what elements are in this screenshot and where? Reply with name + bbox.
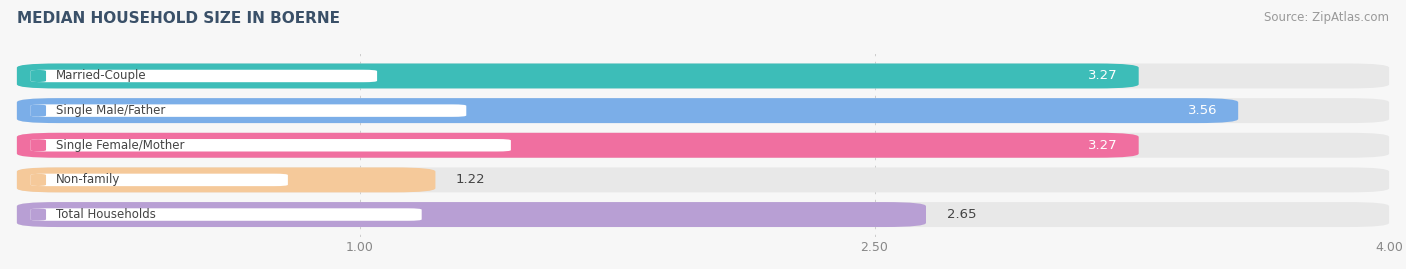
FancyBboxPatch shape [17,63,1139,89]
Text: 3.56: 3.56 [1188,104,1218,117]
FancyBboxPatch shape [17,202,1389,227]
FancyBboxPatch shape [31,174,288,186]
Text: Source: ZipAtlas.com: Source: ZipAtlas.com [1264,11,1389,24]
Text: Married-Couple: Married-Couple [56,69,148,83]
Text: 3.27: 3.27 [1088,69,1118,83]
FancyBboxPatch shape [17,98,1389,123]
Text: Non-family: Non-family [56,174,121,186]
FancyBboxPatch shape [31,174,46,186]
FancyBboxPatch shape [17,167,1389,192]
FancyBboxPatch shape [31,139,46,151]
FancyBboxPatch shape [17,167,436,192]
FancyBboxPatch shape [31,70,377,82]
FancyBboxPatch shape [31,208,46,221]
FancyBboxPatch shape [31,208,422,221]
FancyBboxPatch shape [17,63,1389,89]
FancyBboxPatch shape [17,133,1139,158]
FancyBboxPatch shape [17,202,927,227]
Text: MEDIAN HOUSEHOLD SIZE IN BOERNE: MEDIAN HOUSEHOLD SIZE IN BOERNE [17,11,340,26]
Text: 2.65: 2.65 [946,208,976,221]
FancyBboxPatch shape [17,133,1389,158]
FancyBboxPatch shape [31,104,467,117]
Text: Single Female/Mother: Single Female/Mother [56,139,184,152]
Text: Total Households: Total Households [56,208,156,221]
FancyBboxPatch shape [31,70,46,82]
FancyBboxPatch shape [17,98,1239,123]
Text: Single Male/Father: Single Male/Father [56,104,166,117]
FancyBboxPatch shape [31,139,510,151]
Text: 3.27: 3.27 [1088,139,1118,152]
Text: 1.22: 1.22 [456,174,485,186]
FancyBboxPatch shape [31,104,46,117]
